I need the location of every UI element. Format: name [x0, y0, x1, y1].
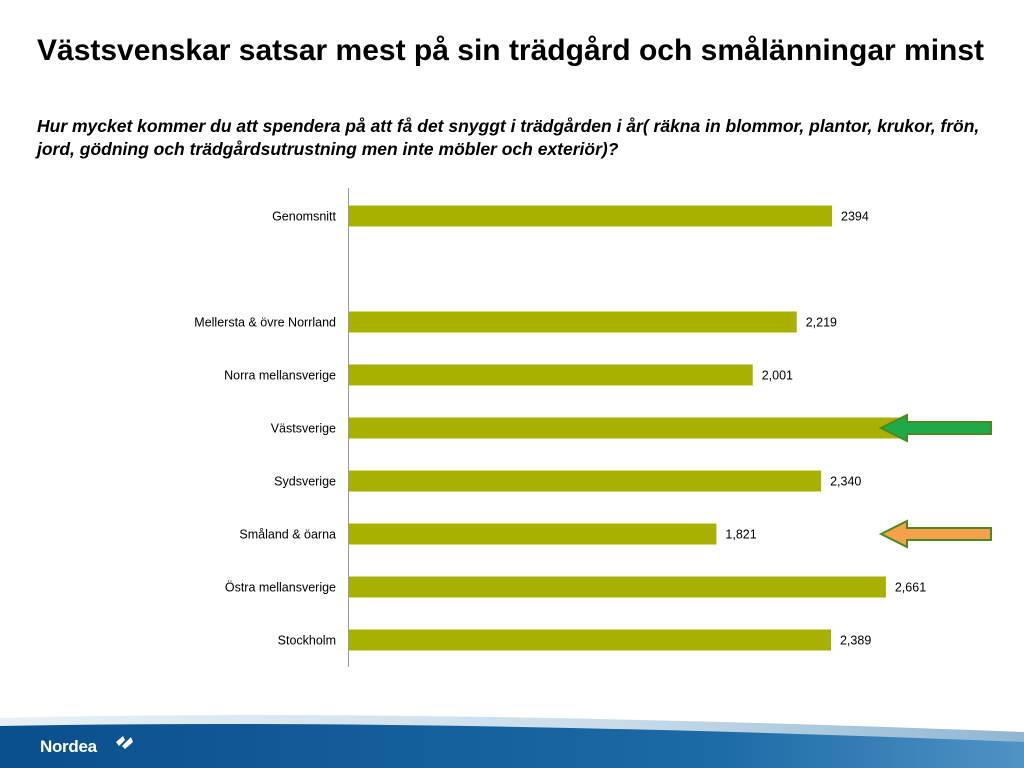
bar [349, 417, 902, 439]
nordea-logo-text: Nordea [40, 737, 97, 756]
bar [349, 364, 753, 386]
page-title: Västsvenskar satsar mest på sin trädgård… [37, 34, 985, 67]
category-label: Genomsnitt [272, 210, 336, 224]
value-label: 2,389 [840, 634, 871, 648]
value-label: 1,821 [725, 528, 756, 542]
footer-band [0, 715, 1024, 768]
value-label: 2,219 [806, 316, 837, 330]
left-arrow-icon [878, 413, 992, 443]
value-label: 2,001 [762, 369, 793, 383]
category-label: Stockholm [278, 634, 336, 648]
bar [349, 470, 822, 492]
bar [349, 629, 831, 651]
footer-blue-wave [0, 724, 1024, 768]
bar [349, 311, 797, 333]
bar [349, 576, 886, 598]
value-label: 2,340 [830, 475, 861, 489]
value-label: 2394 [841, 210, 869, 224]
nordea-logo-icon [116, 736, 133, 749]
bar [349, 523, 717, 545]
category-label: Norra mellansverige [224, 369, 336, 383]
category-label: Mellersta & övre Norrland [194, 316, 336, 330]
bar [349, 205, 832, 227]
left-arrow-icon [878, 519, 992, 549]
value-label: 2,661 [895, 581, 926, 595]
category-label: Västsverige [271, 422, 336, 436]
page-subtitle: Hur mycket kommer du att spendera på att… [37, 116, 980, 159]
category-label: Sydsverige [274, 475, 336, 489]
category-label: Småland & öarna [239, 528, 336, 542]
category-label: Östra mellansverige [225, 581, 336, 595]
